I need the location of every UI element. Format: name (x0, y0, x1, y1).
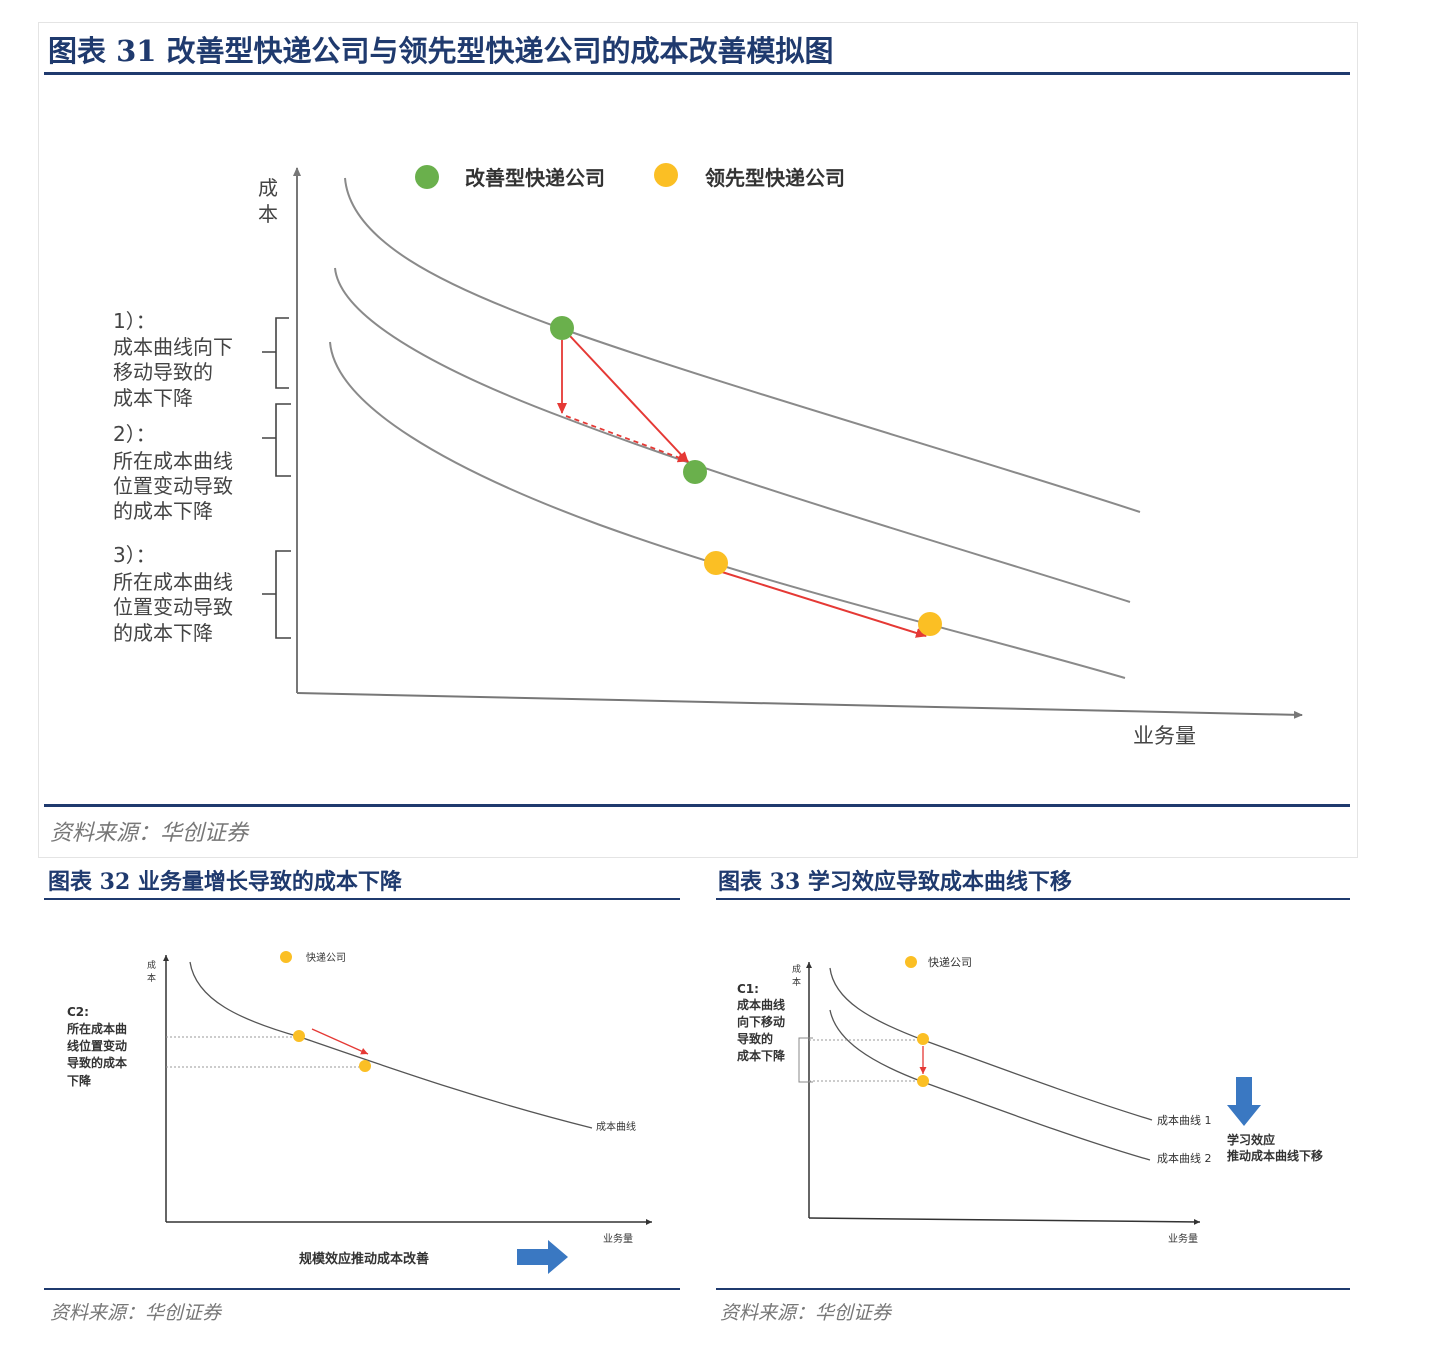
fig33-y-label-2: 本 (792, 976, 801, 988)
fig33-point-2 (917, 1075, 929, 1087)
fig31-legend-green-marker (415, 165, 439, 189)
fig32-bottom-label: 规模效应推动成本改善 (299, 1251, 429, 1267)
fig33-annotation-line-2: 成本曲线 (737, 997, 785, 1012)
fig31-legend-orange-marker (654, 163, 678, 187)
fig31-annotation-1-line-1: 1）： (113, 309, 156, 333)
figure-31-bottom-rule (44, 804, 1350, 807)
fig33-cost-curve-1 (829, 967, 1153, 1121)
figure-32-bottom-rule (44, 1288, 680, 1290)
fig33-x-label: 业务量 (1168, 1232, 1198, 1245)
fig31-bracket-2 (262, 403, 291, 477)
fig33-annotation-line-5: 成本下降 (737, 1048, 786, 1063)
fig31-cost-curve-lower (329, 341, 1126, 679)
fig31-arrow-along-curve (565, 415, 689, 463)
fig31-y-label-1: 成 (258, 176, 278, 200)
figure-32-title-rule (44, 898, 680, 900)
fig32-y-label-2: 本 (147, 972, 156, 984)
fig33-bracket (798, 1037, 813, 1083)
fig33-side-label-line-2: 推动成本曲线下移 (1227, 1148, 1323, 1163)
fig33-side-label-line-1: 学习效应 (1227, 1132, 1275, 1147)
fig31-orange-point-2 (918, 612, 942, 636)
figure-31-panel (38, 22, 1358, 858)
fig32-x-label: 业务量 (603, 1232, 633, 1245)
fig31-annotation-2-line-2: 所在成本曲线 (113, 449, 233, 473)
fig33-down-arrow-icon (1227, 1077, 1261, 1126)
figure-32-title: 图表 32 业务量增长导致的成本下降 (48, 869, 402, 895)
figure-32-source: 资料来源：华创证券 (50, 1302, 222, 1324)
fig31-annotation-2-line-1: 2）： (113, 422, 156, 446)
fig32-annotation-line-3: 线位置变动 (67, 1038, 127, 1053)
fig33-x-axis (808, 1217, 1201, 1225)
fig31-annotation-3-line-3: 位置变动导致 (113, 595, 233, 619)
fig33-y-label-1: 成 (792, 963, 801, 975)
fig31-arrow-diagonal (569, 335, 689, 463)
fig31-x-axis (296, 692, 1303, 719)
fig32-right-arrow-icon (517, 1240, 568, 1274)
fig33-annotation-line-1: C1: (737, 982, 759, 996)
figure-33-bottom-rule (716, 1288, 1350, 1290)
fig31-orange-point-1 (704, 551, 728, 575)
fig31-arrow-scale (721, 571, 927, 638)
figure-31-title: 图表 31 改善型快递公司与领先型快递公司的成本改善模拟图 (48, 34, 834, 68)
fig32-y-label-1: 成 (147, 959, 156, 971)
fig31-annotation-1-line-4: 成本下降 (113, 386, 193, 410)
fig32-red-arrow (311, 1028, 369, 1055)
figure-31-title-rule (44, 72, 1350, 75)
fig31-annotation-2-line-4: 的成本下降 (113, 499, 213, 523)
fig32-legend-marker (280, 951, 292, 963)
fig31-y-label-2: 本 (258, 202, 278, 226)
figure-31-source: 资料来源：华创证券 (50, 821, 249, 846)
fig31-annotation-3-line-2: 所在成本曲线 (113, 570, 233, 594)
fig31-bracket-1 (262, 317, 289, 389)
fig32-curve-label: 成本曲线 (596, 1120, 636, 1133)
fig33-annotation-line-4: 导致的 (737, 1031, 773, 1046)
figure-33-title: 图表 33 学习效应导致成本曲线下移 (718, 869, 1072, 895)
fig32-annotation-line-2: 所在成本曲 (67, 1021, 127, 1036)
fig31-green-point-1 (550, 316, 574, 340)
fig32-annotation-line-1: C2: (67, 1005, 89, 1019)
fig31-bracket-3 (262, 550, 291, 639)
fig33-curve-1-label: 成本曲线 1 (1157, 1113, 1212, 1127)
fig33-legend-marker (905, 956, 917, 968)
fig31-annotation-1-line-2: 成本曲线向下 (113, 335, 233, 359)
fig31-cost-curve-upper (344, 177, 1141, 513)
fig31-x-label: 业务量 (1133, 724, 1196, 748)
fig33-legend-label: 快递公司 (928, 955, 972, 969)
fig31-annotation-2-line-3: 位置变动导致 (113, 474, 233, 498)
fig32-annotation-line-4: 导致的成本 (67, 1055, 127, 1070)
figure-33-title-rule (716, 898, 1350, 900)
fig33-point-1 (917, 1033, 929, 1045)
fig31-annotation-1-line-3: 移动导致的 (113, 360, 213, 384)
fig31-legend-leading: 领先型快递公司 (705, 166, 845, 190)
fig33-curve-2-label: 成本曲线 2 (1157, 1151, 1212, 1165)
fig32-point-1 (293, 1030, 305, 1042)
fig31-annotation-3-line-4: 的成本下降 (113, 621, 213, 645)
fig31-green-point-2 (683, 460, 707, 484)
fig33-cost-curve-2 (829, 1009, 1151, 1161)
fig31-cost-curve-middle (334, 267, 1131, 603)
figure-33-source: 资料来源：华创证券 (720, 1302, 892, 1324)
fig32-cost-curve (189, 961, 593, 1129)
fig32-annotation-line-5: 下降 (67, 1073, 92, 1088)
fig33-annotation-line-3: 向下移动 (737, 1014, 785, 1029)
fig32-legend-label: 快递公司 (306, 951, 346, 964)
fig31-annotation-3-line-1: 3）： (113, 543, 156, 567)
fig32-point-2 (359, 1060, 371, 1072)
fig31-legend-improving: 改善型快递公司 (465, 166, 605, 190)
